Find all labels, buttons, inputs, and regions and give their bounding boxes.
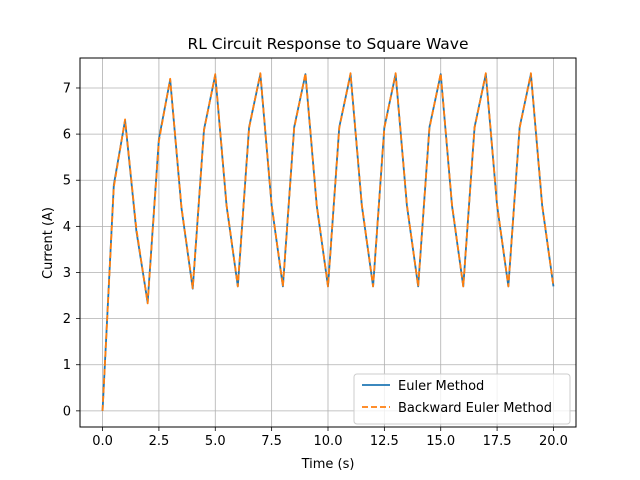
x-tick-label: 0.0	[92, 434, 113, 449]
y-tick-label: 5	[63, 174, 71, 189]
x-tick-label: 7.5	[261, 434, 282, 449]
series-line-backward-euler	[101, 72, 555, 411]
y-axis-ticks: 0 1 2 3 4 5 6 7	[63, 81, 80, 419]
y-tick-label: 7	[63, 81, 71, 96]
legend: Euler Method Backward Euler Method	[353, 373, 571, 425]
y-axis-label: Current (A)	[41, 207, 56, 279]
x-axis-label: Time (s)	[301, 457, 355, 472]
y-tick-label: 4	[63, 220, 71, 235]
series-layer	[101, 72, 555, 411]
y-tick-label: 6	[63, 128, 71, 143]
x-tick-label: 20.0	[539, 434, 568, 449]
y-tick-label: 3	[63, 266, 71, 281]
x-tick-label: 15.0	[426, 434, 455, 449]
legend-label-euler: Euler Method	[398, 379, 484, 394]
legend-box	[353, 373, 571, 425]
x-tick-label: 5.0	[205, 434, 226, 449]
x-axis-ticks: 0.0 2.5 5.0 7.5 10.0 12.5 15.0 17.5 20.0	[92, 427, 568, 449]
x-tick-label: 12.5	[370, 434, 399, 449]
y-tick-label: 0	[63, 404, 71, 419]
chart-title: RL Circuit Response to Square Wave	[187, 35, 468, 53]
y-tick-label: 2	[63, 312, 71, 327]
x-tick-label: 10.0	[314, 434, 343, 449]
x-tick-label: 2.5	[149, 434, 170, 449]
x-tick-label: 17.5	[483, 434, 512, 449]
legend-label-backward-euler: Backward Euler Method	[398, 401, 552, 416]
y-tick-label: 1	[63, 358, 71, 373]
